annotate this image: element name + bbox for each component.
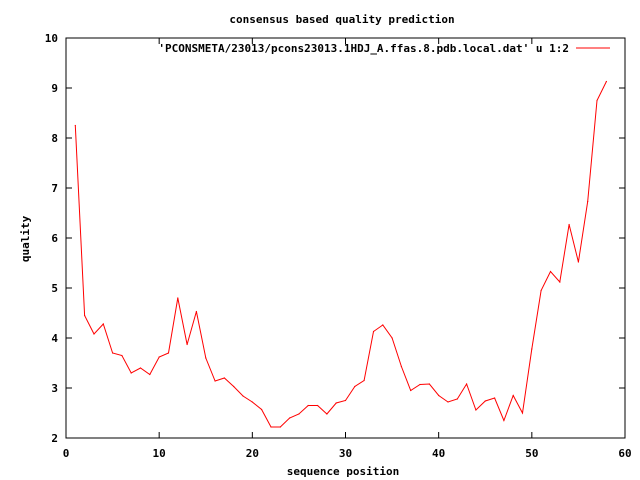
y-tick-label: 3 [51,382,58,395]
data-point [391,337,393,339]
plot-border [65,37,626,439]
x-tick-label: 0 [63,447,70,460]
data-point [298,413,300,415]
data-point [289,417,291,419]
data-point [242,395,244,397]
data-point [158,356,160,358]
data-point [112,352,114,354]
x-axis-label: sequence position [287,465,400,478]
data-point [410,389,412,392]
series-layer [74,80,608,428]
data-point [494,397,496,399]
data-point [223,377,225,379]
x-tick-label: 50 [525,447,538,460]
y-tick-label: 2 [51,432,58,445]
data-point [261,408,263,411]
data-point [400,365,402,368]
data-point [466,383,468,385]
data-point [270,426,272,428]
x-tick-label: 20 [246,447,259,460]
data-point [577,261,580,263]
data-point [167,352,170,354]
data-point [186,343,188,346]
data-point [335,402,337,404]
data-point [102,323,104,325]
data-point [605,80,608,83]
y-tick-label: 7 [51,182,58,195]
y-tick-label: 9 [51,82,58,95]
data-point [549,270,552,273]
data-point [354,385,356,388]
y-tick-label: 4 [51,332,58,345]
legend: 'PCONSMETA/23013/pcons23013.1HDJ_A.ffas.… [158,42,610,55]
y-tick-label: 5 [51,282,58,295]
y-axis-label: quality [19,215,32,262]
data-point [195,310,197,313]
series-line-quality [74,81,607,428]
x-tick-label: 10 [153,447,166,460]
data-point [521,412,524,414]
data-point [475,409,477,411]
data-point [84,314,86,317]
data-point [74,124,76,127]
data-point [596,99,598,102]
data-point [372,330,375,333]
data-point [307,404,309,407]
data-point [121,354,123,357]
data-point [326,413,328,415]
data-point [419,383,421,386]
data-point [512,394,514,397]
axis-ticks: 0 10 20 30 40 50 60 2 3 4 5 6 7 8 9 10 [45,32,632,460]
data-point [428,383,430,385]
data-point [531,348,533,350]
y-tick-label: 10 [45,32,58,45]
data-point [363,379,365,382]
x-tick-label: 60 [618,447,631,460]
x-tick-label: 40 [432,447,445,460]
data-point [503,419,505,422]
y-tick-label: 8 [51,132,58,145]
legend-entry-label: 'PCONSMETA/23013/pcons23013.1HDJ_A.ffas.… [158,42,569,55]
data-point [130,372,132,374]
data-point [540,289,542,292]
chart-title: consensus based quality prediction [229,13,454,26]
data-point [382,324,384,326]
data-point [456,398,458,400]
data-point [559,281,561,283]
plot-frame [65,37,626,439]
data-point [568,223,570,226]
data-point [214,380,216,382]
data-point [149,373,151,376]
data-point [205,357,207,359]
data-point [344,399,347,402]
data-point [317,404,319,407]
data-point [484,400,486,402]
data-point [139,367,142,369]
data-point [177,297,179,299]
data-point [438,394,440,397]
data-point [587,200,589,203]
data-point [279,426,281,428]
data-point [233,385,235,388]
data-point [93,333,95,335]
x-tick-label: 30 [339,447,352,460]
data-point [251,401,253,403]
data-point [447,401,449,403]
y-tick-label: 6 [51,232,58,245]
